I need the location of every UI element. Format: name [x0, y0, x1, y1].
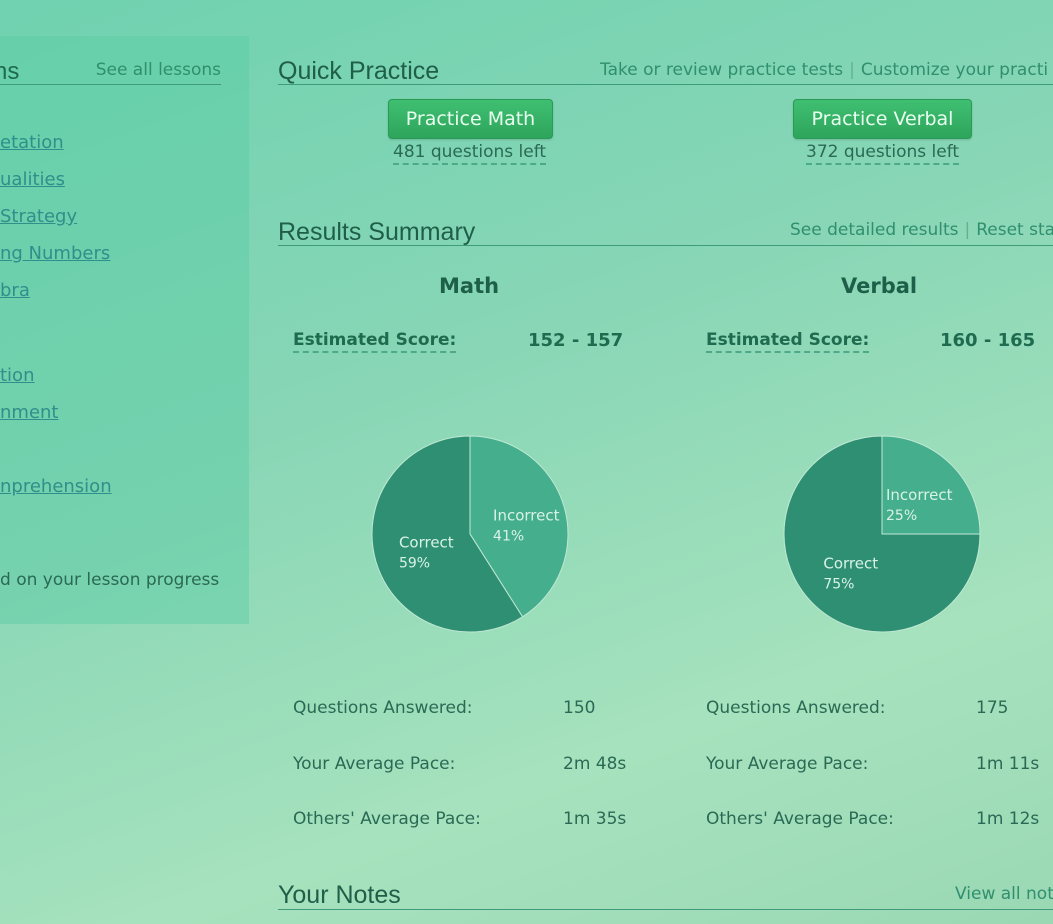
practice-verbal-button[interactable]: Practice Verbal — [793, 99, 972, 139]
verbal-heading: Verbal — [841, 274, 918, 298]
your-notes-title: Your Notes — [278, 881, 401, 909]
verbal-others-pace-label: Others' Average Pace: — [706, 809, 894, 829]
math-questions-left[interactable]: 481 questions left — [393, 142, 547, 165]
lesson-link-7[interactable]: nment — [0, 402, 59, 423]
verbal-estimated-score: 160 - 165 — [940, 330, 1036, 351]
lessons-sidebar: ns See all lessons etation ualities Stra… — [0, 36, 249, 624]
lesson-progress-note: d on your lesson progress — [0, 570, 220, 590]
verbal-estimated-score-label[interactable]: Estimated Score: — [706, 330, 870, 353]
lessons-divider — [0, 84, 221, 85]
results-divider — [278, 245, 1053, 246]
lesson-link-3[interactable]: Strategy — [0, 206, 78, 227]
verbal-incorrect-percent: 25% — [886, 508, 917, 524]
verbal-incorrect-slice — [881, 435, 981, 535]
reset-stats-link[interactable]: Reset sta — [976, 220, 1053, 240]
verbal-your-pace: 1m 11s — [976, 754, 1040, 774]
math-correct-slice — [371, 435, 524, 633]
quick-practice-links: Take or review practice tests | Customize … — [600, 60, 1048, 80]
math-incorrect-percent: 41% — [493, 528, 524, 544]
math-questions-answered: 150 — [563, 698, 596, 718]
view-all-notes-link[interactable]: View all not — [955, 884, 1053, 904]
verbal-questions-left[interactable]: 372 questions left — [806, 142, 960, 165]
verbal-correct-slice — [783, 435, 981, 633]
math-questions-answered-label: Questions Answered: — [293, 698, 473, 718]
lesson-link-2[interactable]: ualities — [0, 169, 65, 190]
math-correct-label: Correct — [399, 534, 454, 552]
verbal-correct-percent: 75% — [823, 577, 854, 593]
results-summary-title: Results Summary — [278, 218, 476, 246]
math-estimated-score-label[interactable]: Estimated Score: — [293, 330, 457, 353]
notes-divider — [278, 909, 1053, 910]
see-all-lessons-link[interactable]: See all lessons — [95, 60, 221, 80]
lesson-link-4[interactable]: ng Numbers — [0, 243, 111, 264]
lesson-link-6[interactable]: tion — [0, 365, 35, 386]
math-others-pace-label: Others' Average Pace: — [293, 809, 481, 829]
math-heading: Math — [439, 274, 500, 298]
link-separator: | — [849, 60, 855, 80]
math-incorrect-label: Incorrect — [493, 506, 560, 524]
verbal-others-pace: 1m 12s — [976, 809, 1040, 829]
math-your-pace: 2m 48s — [563, 754, 627, 774]
lesson-link-1[interactable]: etation — [0, 132, 64, 153]
take-review-tests-link[interactable]: Take or review practice tests — [600, 60, 844, 80]
verbal-your-pace-label: Your Average Pace: — [706, 754, 869, 774]
quick-practice-divider — [278, 84, 1053, 85]
lesson-link-8[interactable]: nprehension — [0, 476, 112, 497]
results-links: See detailed results | Reset sta — [790, 220, 1053, 240]
math-others-pace: 1m 35s — [563, 809, 627, 829]
math-correct-percent: 59% — [399, 556, 430, 572]
math-estimated-score: 152 - 157 — [528, 330, 624, 351]
quick-practice-title: Quick Practice — [278, 57, 440, 85]
link-separator: | — [964, 220, 971, 240]
see-detailed-results-link[interactable]: See detailed results — [790, 220, 959, 240]
verbal-incorrect-label: Incorrect — [886, 486, 953, 504]
verbal-correct-label: Correct — [823, 555, 878, 573]
math-incorrect-slice — [469, 435, 569, 618]
math-your-pace-label: Your Average Pace: — [293, 754, 456, 774]
verbal-pie-chart: Incorrect 25% Correct 75% — [783, 435, 981, 633]
math-pie-chart: Incorrect 41% Correct 59% — [371, 435, 569, 633]
verbal-questions-answered: 175 — [976, 698, 1009, 718]
customize-practice-link[interactable]: Customize your practi — [860, 60, 1049, 80]
lessons-title: ns — [0, 58, 20, 85]
lesson-link-5[interactable]: bra — [0, 280, 30, 301]
practice-math-button[interactable]: Practice Math — [388, 99, 553, 139]
verbal-questions-answered-label: Questions Answered: — [706, 698, 886, 718]
